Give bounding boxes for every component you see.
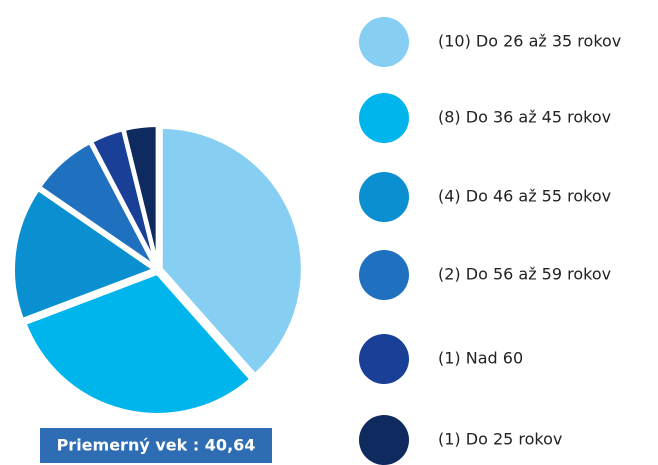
legend-swatch xyxy=(359,334,409,384)
pie-slice xyxy=(121,123,160,268)
pie-slice xyxy=(158,124,305,379)
legend-swatch xyxy=(359,172,409,222)
legend-label: (8) Do 36 až 45 rokov xyxy=(438,108,611,127)
annotation: Priemerný vek : 40,64 xyxy=(57,436,256,455)
legend-label: (1) Nad 60 xyxy=(438,349,523,368)
legend-label: (2) Do 56 až 59 rokov xyxy=(438,265,611,284)
pie-slice xyxy=(21,270,255,417)
legend-swatch xyxy=(359,17,409,67)
pie-slice xyxy=(11,186,160,323)
legend-swatch xyxy=(359,250,409,300)
legend-swatch xyxy=(359,93,409,143)
legend-label: (1) Do 25 rokov xyxy=(438,430,562,449)
annotation-box xyxy=(40,428,272,463)
legend-swatch xyxy=(359,415,409,465)
legend-label: (10) Do 26 až 35 rokov xyxy=(438,32,621,51)
legend-label: (4) Do 46 až 55 rokov xyxy=(438,187,611,206)
